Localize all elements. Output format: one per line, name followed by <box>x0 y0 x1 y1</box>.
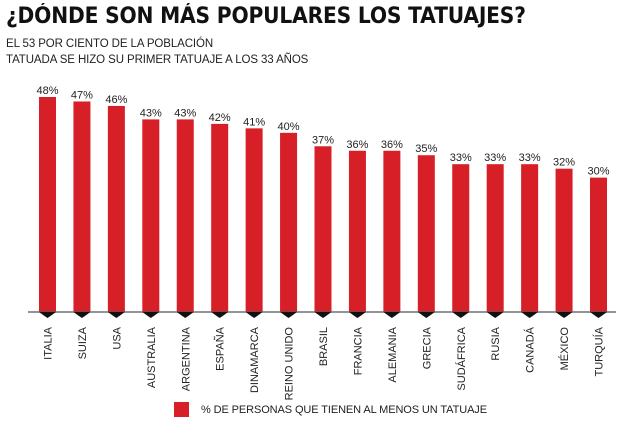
bar-tip-marker <box>280 312 298 318</box>
bar-tip-marker <box>142 312 160 318</box>
bar-tip-marker <box>452 312 470 318</box>
category-label: SUIZA <box>77 326 89 359</box>
bar-reino-unido <box>280 132 298 312</box>
bar-méxico <box>555 168 573 312</box>
value-label: 37% <box>312 134 334 146</box>
bar-tip-marker <box>107 312 125 318</box>
category-label: RUSIA <box>490 326 502 360</box>
bar-rusia <box>486 164 504 312</box>
bar-turquía <box>590 177 607 312</box>
value-label: 43% <box>174 107 196 119</box>
category-label: TURQUÍA <box>593 326 606 376</box>
value-label: 36% <box>381 139 403 151</box>
value-label: 32% <box>553 157 575 169</box>
category-label: REINO UNIDO <box>284 327 296 400</box>
category-label: SUDÁFRICA <box>455 326 468 390</box>
category-label: ARGENTINA <box>180 326 192 391</box>
bar-canadá <box>521 164 539 312</box>
bar-tip-marker <box>176 312 194 318</box>
bar-francia <box>348 150 366 312</box>
bar-tip-marker <box>348 312 366 318</box>
chart-title: ¿DÓNDE SON MÁS POPULARES LOS TATUAJES? <box>6 4 526 29</box>
bar-suiza <box>73 101 91 313</box>
chart-subtitle-line-1: EL 53 POR CIENTO DE LA POBLACIÓN <box>6 38 214 50</box>
category-label: FRANCIA <box>352 326 364 375</box>
value-label: 43% <box>140 107 162 119</box>
category-label: ITALIA <box>43 326 55 359</box>
bar-tip-marker <box>211 312 229 318</box>
value-label: 30% <box>587 166 609 178</box>
bar-tip-marker <box>417 312 435 318</box>
bar-tip-marker <box>521 312 539 318</box>
value-label: 42% <box>209 112 231 124</box>
chart-subtitle-line-2: TATUADA SE HIZO SU PRIMER TATUAJE A LOS … <box>6 54 309 66</box>
bar-españa <box>211 123 229 312</box>
value-labels-group: 48% 47% 46% 43% 43% 42% 41% 40% 37% 36% 36% 35% 33% 3… <box>36 85 609 178</box>
bar-tip-marker <box>555 312 573 318</box>
category-label: GRECIA <box>421 326 433 369</box>
bar-brasil <box>314 146 332 312</box>
value-label: 33% <box>519 152 541 164</box>
bar-italia <box>39 97 56 312</box>
bars-group <box>39 97 607 313</box>
bar-tip-marker <box>73 312 91 318</box>
category-label: DINAMARCA <box>249 326 261 393</box>
category-label: AUSTRALIA <box>146 326 158 388</box>
bar-alemania <box>383 150 401 312</box>
bar-grecia <box>417 155 435 312</box>
category-label: CANADÁ <box>524 326 537 373</box>
bar-dinamarca <box>245 128 263 312</box>
legend-swatch <box>174 402 189 417</box>
legend-label: % DE PERSONAS QUE TIENEN AL MENOS UN TAT… <box>201 403 487 416</box>
value-label: 33% <box>484 152 506 164</box>
bar-usa <box>107 105 125 312</box>
bar-tip-marker <box>383 312 401 318</box>
value-label: 46% <box>105 94 127 106</box>
bar-tip-marker <box>39 312 56 318</box>
bar-australia <box>142 119 160 312</box>
bar-sudáfrica <box>452 164 470 312</box>
value-label: 40% <box>278 121 300 133</box>
bar-tip-marker <box>245 312 263 318</box>
value-label: 41% <box>243 116 265 128</box>
category-label: USA <box>111 326 123 349</box>
value-label: 33% <box>450 152 472 164</box>
category-labels-group: ITALIA SUIZA USA AUSTRALIA ARGENTINA ESPAÑA DI… <box>43 326 606 400</box>
legend: % DE PERSONAS QUE TIENEN AL MENOS UN TAT… <box>174 402 487 417</box>
bar-argentina <box>176 119 194 312</box>
category-label: MÉXICO <box>558 327 571 371</box>
bar-tip-marker <box>486 312 504 318</box>
bar-tip-marker <box>314 312 332 318</box>
value-label: 36% <box>346 139 368 151</box>
bar-chart: 48% 47% 46% 43% 43% 42% 41% 40% 37% 36% 36% 35% 33% 3… <box>28 85 616 400</box>
category-label: ALEMANIA <box>387 326 399 382</box>
category-label: ESPAÑA <box>214 326 227 370</box>
bar-tips-group <box>39 312 607 318</box>
category-label: BRASIL <box>318 327 330 366</box>
bar-tip-marker <box>590 312 607 318</box>
value-label: 35% <box>415 143 437 155</box>
value-label: 47% <box>71 89 93 101</box>
value-label: 48% <box>36 85 58 97</box>
